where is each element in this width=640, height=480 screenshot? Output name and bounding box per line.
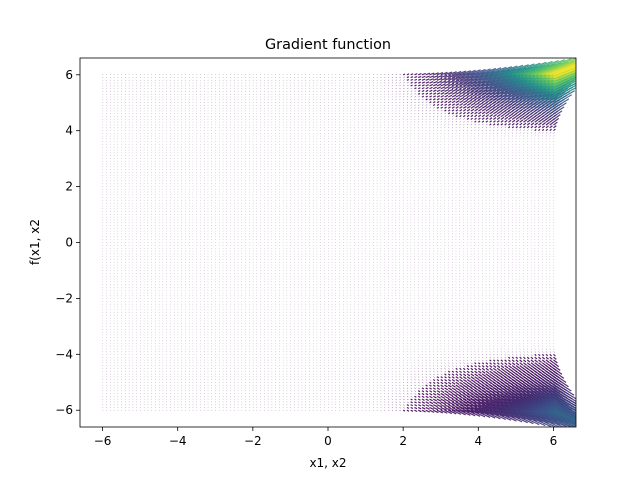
- quiver-field: [102, 58, 576, 427]
